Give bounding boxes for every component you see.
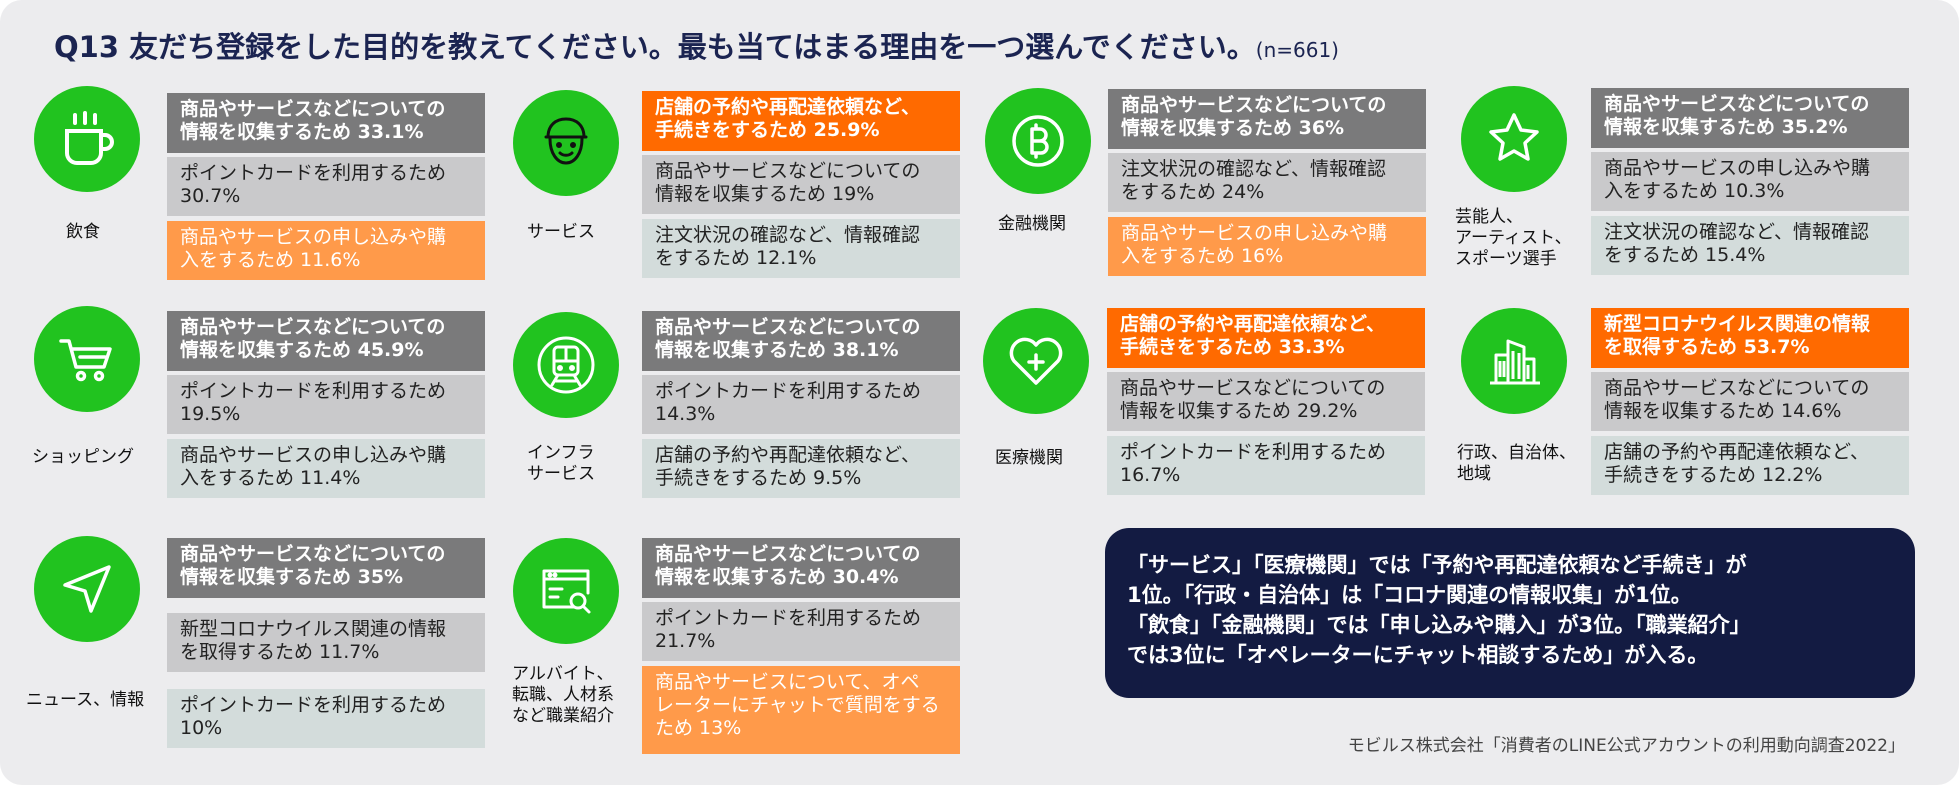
page-title: Q13 友だち登録をした目的を教えてください。最も当てはまる理由を一つ選んでくだ… (54, 24, 1339, 66)
answer-3rd: 注文状況の確認など、情報確認 をするため 15.4% (1591, 216, 1909, 275)
answer-1st: 商品やサービスなどについての 情報を収集するため 33.1% (167, 93, 485, 153)
answer-1st: 商品やサービスなどについての 情報を収集するため 30.4% (642, 538, 960, 598)
category-label-finance: 金融機関 (998, 214, 1066, 234)
navigation-arrow-icon (34, 536, 140, 642)
answer-2nd: ポイントカードを利用するため 14.3% (642, 375, 960, 434)
category-label-celebrity: 芸能人、 アーティスト、 スポーツ選手 (1455, 207, 1572, 269)
buildings-icon (1461, 308, 1567, 414)
source-credit: モビルス株式会社「消費者のLINE公式アカウントの利用動向調査2022」 (1347, 736, 1905, 756)
answer-3rd: 商品やサービスについて、オペ レーターにチャットで質問をする ため 13% (642, 666, 960, 754)
browser-search-icon (513, 538, 619, 644)
category-label-infrastructure: インフラ サービス (527, 443, 595, 484)
answer-1st: 店舗の予約や再配達依頼など、 手続きをするため 33.3% (1107, 308, 1425, 368)
answer-2nd: ポイントカードを利用するため 30.7% (167, 157, 485, 216)
answer-1st: 店舗の予約や再配達依頼など、 手続きをするため 25.9% (642, 91, 960, 151)
coffee-cup-icon (34, 86, 140, 192)
answer-1st: 商品やサービスなどについての 情報を収集するため 35% (167, 538, 485, 598)
category-label-shopping: ショッピング (32, 447, 134, 467)
answer-2nd: 商品やサービスの申し込みや購 入をするため 10.3% (1591, 152, 1909, 211)
answer-1st: 商品やサービスなどについての 情報を収集するため 36% (1108, 89, 1426, 149)
answer-3rd: ポイントカードを利用するため 10% (167, 689, 485, 748)
category-label-news: ニュース、情報 (26, 690, 145, 710)
answer-2nd: 商品やサービスなどについての 情報を収集するため 14.6% (1591, 372, 1909, 431)
answer-1st: 商品やサービスなどについての 情報を収集するため 35.2% (1591, 88, 1909, 148)
answer-2nd: ポイントカードを利用するため 19.5% (167, 375, 485, 434)
train-icon (513, 312, 619, 418)
answer-1st: 商品やサービスなどについての 情報を収集するため 38.1% (642, 311, 960, 371)
category-label-medical: 医療機関 (995, 448, 1063, 468)
shopping-cart-icon (34, 306, 140, 412)
answer-3rd: 注文状況の確認など、情報確認 をするため 12.1% (642, 219, 960, 278)
answer-1st: 新型コロナウイルス関連の情報 を取得するため 53.7% (1591, 308, 1909, 368)
sample-size: (n=661) (1255, 38, 1339, 62)
answer-2nd: ポイントカードを利用するため 21.7% (642, 602, 960, 661)
summary-box: 「サービス」「医療機関」では「予約や再配達依頼など手続き」が 1位。「行政・自治… (1105, 528, 1915, 698)
answer-3rd: ポイントカードを利用するため 16.7% (1107, 436, 1425, 495)
bitcoin-icon (985, 88, 1091, 194)
category-label-food: 飲食 (66, 222, 100, 242)
answer-1st: 商品やサービスなどについての 情報を収集するため 45.9% (167, 311, 485, 371)
category-label-service: サービス (527, 222, 595, 242)
answer-2nd: 新型コロナウイルス関連の情報 を取得するため 11.7% (167, 613, 485, 672)
answer-3rd: 店舗の予約や再配達依頼など、 手続きをするため 12.2% (1591, 436, 1909, 495)
heart-plus-icon (983, 308, 1089, 414)
star-icon (1461, 86, 1567, 192)
answer-3rd: 商品やサービスの申し込みや購 入をするため 11.6% (167, 221, 485, 280)
category-label-jobs: アルバイト、 転職、人材系 など職業紹介 (512, 664, 614, 726)
answer-3rd: 商品やサービスの申し込みや購 入をするため 16% (1108, 217, 1426, 276)
category-label-government: 行政、自治体、 地域 (1457, 443, 1576, 484)
answer-3rd: 店舗の予約や再配達依頼など、 手続きをするため 9.5% (642, 439, 960, 498)
worker-face-icon (513, 90, 619, 196)
answer-3rd: 商品やサービスの申し込みや購 入をするため 11.4% (167, 439, 485, 498)
answer-2nd: 商品やサービスなどについての 情報を収集するため 29.2% (1107, 372, 1425, 431)
answer-2nd: 注文状況の確認など、情報確認 をするため 24% (1108, 153, 1426, 212)
answer-2nd: 商品やサービスなどについての 情報を収集するため 19% (642, 155, 960, 214)
question-text: Q13 友だち登録をした目的を教えてください。最も当てはまる理由を一つ選んでくだ… (54, 30, 1256, 64)
